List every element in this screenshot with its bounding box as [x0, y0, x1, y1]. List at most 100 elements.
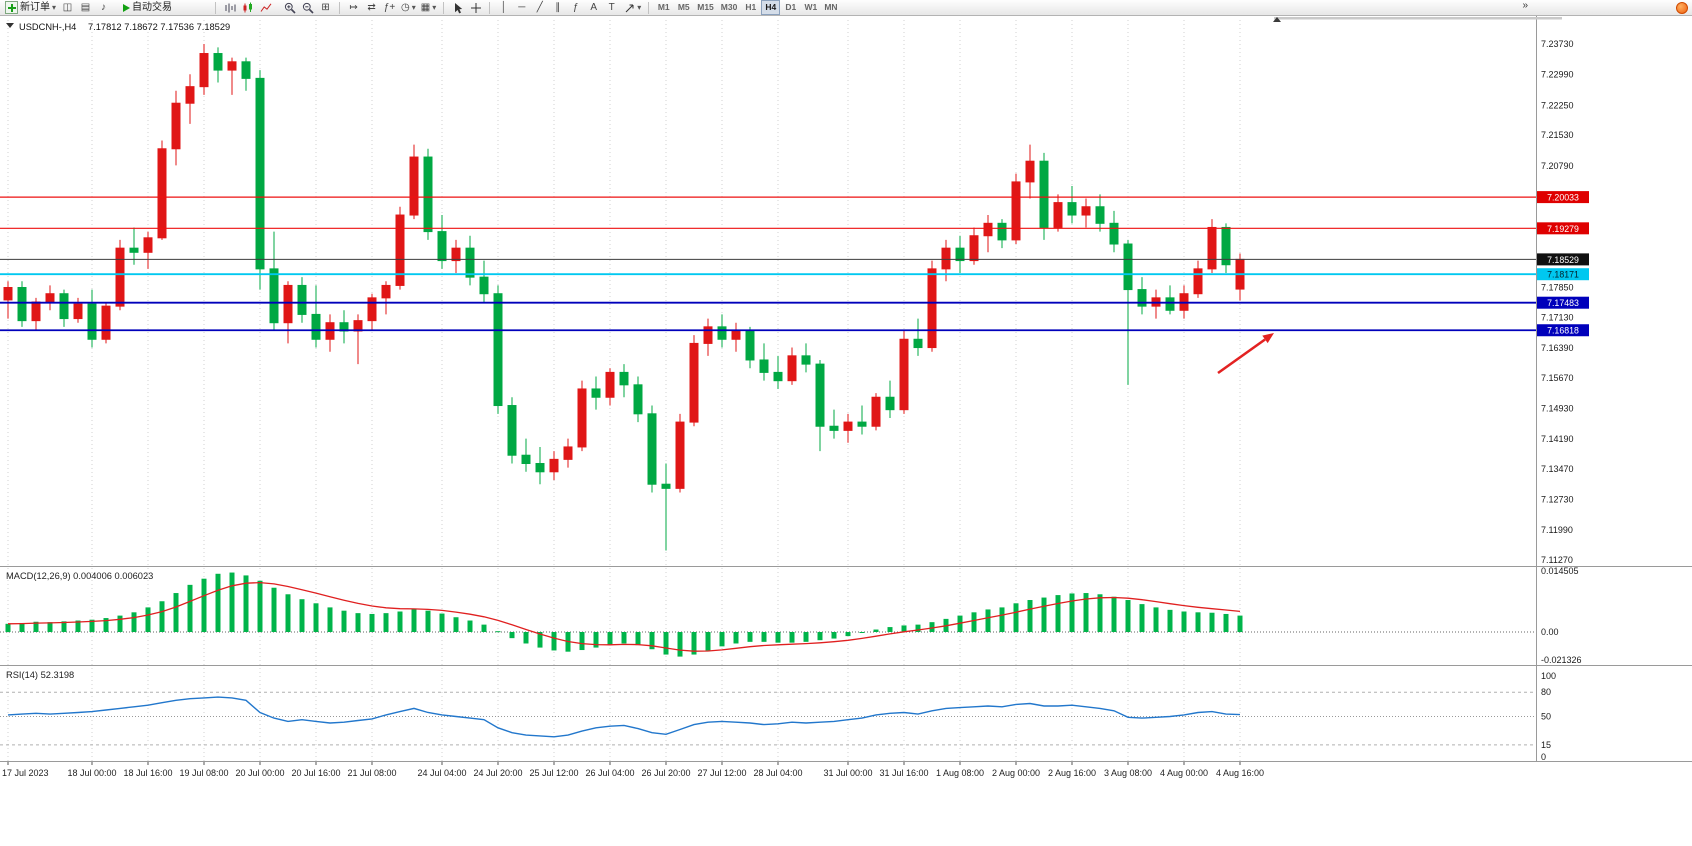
autotrading-button[interactable]: 自动交易 [121, 0, 174, 15]
text-tool-button[interactable]: A [585, 0, 602, 15]
timeframe-mn-button[interactable]: MN [821, 0, 840, 15]
trade-group: 新订单 ▾ ◫ ▤ ♪ 自动交易 [3, 0, 174, 15]
candlestick [1109, 210, 1119, 253]
macd-histogram-bar [61, 621, 67, 632]
candlestick [423, 148, 433, 240]
macd-histogram-bar [1027, 600, 1033, 632]
timeframe-h1-button[interactable]: H1 [741, 0, 760, 15]
time-axis-label: 21 Jul 08:00 [347, 768, 396, 778]
fibonacci-tool-button[interactable]: ƒ [567, 0, 584, 15]
periods-button[interactable]: ◷ ▾ [399, 0, 418, 15]
auto-scroll-button[interactable]: ↦ [345, 0, 362, 15]
new-chart-button[interactable]: ◫ [59, 0, 76, 15]
notification-badge[interactable] [1676, 2, 1688, 14]
chart-scroll-marker[interactable] [1273, 17, 1281, 22]
price-badge: 7.20033 [1537, 191, 1589, 204]
candlestick [1193, 260, 1203, 298]
timeframe-w1-button[interactable]: W1 [801, 0, 820, 15]
candlestick-chart-button[interactable] [239, 0, 256, 15]
candlestick [213, 47, 223, 83]
candlestick [885, 380, 895, 418]
macd-histogram-bar [747, 632, 753, 642]
channel-tool-button[interactable]: ∥ [549, 0, 566, 15]
profiles-button[interactable]: ▤ [77, 0, 94, 15]
macd-axis-min: -0.021326 [1541, 655, 1582, 665]
timeframe-m5-button[interactable]: M5 [674, 0, 693, 15]
candlestick [185, 74, 195, 124]
arrows-tool-button[interactable]: ▾ [621, 0, 643, 15]
bar-chart-button[interactable] [221, 0, 238, 15]
zoom-in-button[interactable] [281, 0, 298, 15]
text-label-tool-button[interactable]: T [603, 0, 620, 15]
chart-shift-button[interactable]: ⇄ [363, 0, 380, 15]
vertical-line-tool-button[interactable]: │ [495, 0, 512, 15]
candlestick [1095, 194, 1105, 232]
candlestick [871, 393, 881, 431]
candlestick [955, 235, 965, 274]
trend-arrow-annotation[interactable] [1217, 333, 1274, 375]
macd-histogram-bar [1013, 603, 1019, 632]
indicators-button[interactable]: ƒ+ [381, 0, 398, 15]
macd-histogram-bar [453, 617, 459, 632]
rsi-axis-label: 50 [1541, 712, 1551, 722]
arrow-tool-icon [625, 4, 634, 12]
line-chart-button[interactable] [257, 0, 274, 15]
timeframe-d1-button[interactable]: D1 [781, 0, 800, 15]
macd-histogram-bar [1223, 613, 1229, 632]
macd-histogram-bar [845, 632, 851, 637]
crosshair-button[interactable] [467, 0, 484, 15]
zoom-out-button[interactable] [299, 0, 316, 15]
alerts-button[interactable]: ♪ [95, 0, 112, 15]
chart-tools-group: ↦ ⇄ ƒ+ ◷ ▾ ▦ ▾ [345, 0, 438, 15]
candlestick [703, 318, 713, 356]
time-axis-label: 2 Aug 00:00 [992, 768, 1040, 778]
price-badge: 7.17483 [1537, 296, 1589, 309]
time-axis-label: 4 Aug 00:00 [1160, 768, 1208, 778]
trendline-tool-button[interactable]: ╱ [531, 0, 548, 15]
templates-button[interactable]: ▦ ▾ [419, 0, 438, 15]
macd-histogram-bar [187, 584, 193, 632]
candlestick [1039, 152, 1049, 240]
macd-histogram-bar [173, 593, 179, 632]
new-order-button[interactable]: 新订单 ▾ [3, 0, 58, 15]
macd-histogram-bar [775, 632, 781, 643]
indicators-icon: ƒ+ [383, 1, 396, 13]
candlestick [983, 215, 993, 253]
timeframe-m1-button[interactable]: M1 [654, 0, 673, 15]
candlestick [1053, 194, 1063, 232]
candlestick [787, 347, 797, 385]
svg-text:7.17483: 7.17483 [1547, 298, 1579, 308]
macd-histogram-bar [1209, 612, 1215, 632]
candlestick [759, 343, 769, 381]
chart-canvas[interactable]: 17 Jul 2023 18 Jul 00:00 18 Jul 16:00 19 Ju… [0, 16, 1692, 846]
candlestick [493, 285, 503, 414]
timeframe-m15-button[interactable]: M15 [694, 0, 717, 15]
tile-windows-button[interactable]: ⊞ [317, 0, 334, 15]
new-chart-icon: ◫ [62, 1, 73, 13]
candlestick [1025, 144, 1035, 199]
horizontal-line-tool-button[interactable]: ─ [513, 0, 530, 15]
price-tick-label: 7.23730 [1541, 39, 1574, 49]
cursor-group [449, 0, 484, 15]
macd-histogram-bar [425, 610, 431, 632]
svg-text:7.18529: 7.18529 [1547, 255, 1579, 265]
timeframe-m30-button[interactable]: M30 [718, 0, 741, 15]
candlestick [3, 281, 13, 319]
chart-title-ohlc: 7.17812 7.18672 7.17536 7.18529 [88, 22, 230, 32]
candlestick [1207, 219, 1217, 274]
zoom-in-icon [284, 2, 296, 14]
macd-histogram-bar [299, 599, 305, 632]
cursor-button[interactable] [449, 0, 466, 15]
timeframe-h4-button[interactable]: H4 [761, 0, 781, 15]
candlestick [325, 314, 335, 352]
symbol-dropdown-icon[interactable] [6, 23, 14, 28]
chart-scrollbar[interactable] [1274, 17, 1562, 20]
candlestick [1011, 173, 1021, 245]
candlestick [801, 343, 811, 373]
macd-histogram-bar [1069, 593, 1075, 632]
macd-histogram-bar [719, 632, 725, 647]
bar-chart-icon [225, 3, 236, 12]
toolbar-overflow-icon[interactable]: » [1522, 0, 1528, 11]
candlestick [521, 438, 531, 472]
time-axis-label: 26 Jul 04:00 [585, 768, 634, 778]
